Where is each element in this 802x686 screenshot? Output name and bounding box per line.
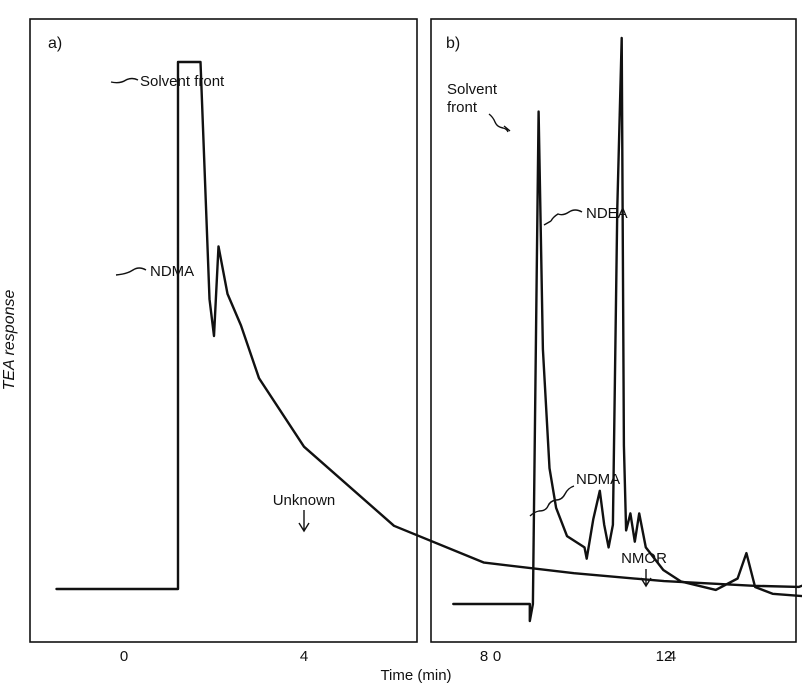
annotation-nmor-b: NMOR <box>621 550 667 567</box>
x-tick-label: 4 <box>300 648 308 665</box>
annotation-ndea-b: NDEA <box>586 205 628 222</box>
x-tick-label: 4 <box>668 648 676 665</box>
annotation-arrow <box>640 569 652 588</box>
panel-b-frame <box>430 18 797 643</box>
annotation-solvent-front-b-line2: front <box>447 99 478 116</box>
annotation-solvent-front-b-line1: Solvent <box>447 81 498 98</box>
annotation-ndma-a: NDMA <box>150 263 194 280</box>
x-tick-label: 0 <box>120 648 128 665</box>
annotation-unknown-a: Unknown <box>273 492 336 509</box>
chromatogram-trace-a <box>55 60 802 591</box>
annotation-pointer <box>543 209 583 226</box>
annotation-pointer <box>529 485 575 517</box>
chromatogram-trace-b <box>452 36 802 623</box>
annotation-solvent-front-a: Solvent front <box>140 73 225 90</box>
panel-a-label: a) <box>48 35 62 52</box>
x-tick-label: 0 <box>493 648 501 665</box>
y-axis-label: TEA response <box>1 290 18 391</box>
x-tick-label: 12 <box>656 648 673 665</box>
annotation-ndma-b: NDMA <box>576 471 620 488</box>
x-ticks-panel-b: 0481216 <box>493 648 676 665</box>
panel-a-frame <box>29 18 418 643</box>
x-ticks-panel-a: 0481216 <box>120 648 673 665</box>
x-tick-label: 8 <box>480 648 488 665</box>
x-axis-label: Time (min) <box>380 667 451 684</box>
annotation-pointer <box>488 113 511 133</box>
annotation-arrow <box>298 510 310 533</box>
panel-b-label: b) <box>446 35 460 52</box>
annotation-pointer <box>110 77 139 84</box>
annotation-pointer <box>115 267 147 276</box>
